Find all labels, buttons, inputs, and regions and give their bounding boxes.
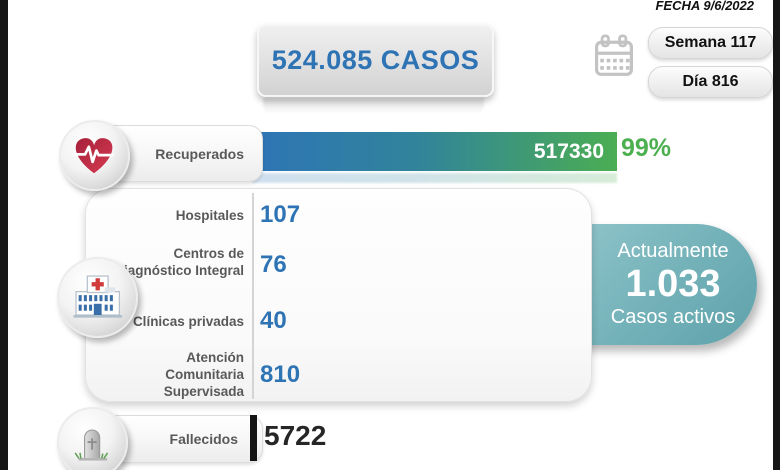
recovered-bar: 517330 xyxy=(252,132,617,171)
date-label: FECHA 9/6/2022 xyxy=(655,0,754,13)
left-edge-bar xyxy=(0,0,8,470)
active-cases-box: Actualmente 1.033 Casos activos xyxy=(575,224,757,345)
hospital-building-icon xyxy=(57,257,138,338)
total-cases-box: 524.085 CASOS xyxy=(257,24,494,97)
facility-label-hospitales: Hospitales xyxy=(175,208,244,223)
facility-value-acs: 810 xyxy=(260,361,301,388)
facilities-divider xyxy=(252,193,254,399)
heart-ekg-icon xyxy=(59,120,130,191)
facility-value-clinicas: 40 xyxy=(260,307,287,334)
deceased-value: 5722 xyxy=(264,420,327,451)
right-edge-bar xyxy=(773,0,780,470)
deceased-label: Fallecidos xyxy=(169,431,238,447)
day-badge: Día 816 xyxy=(648,66,773,98)
week-label: Semana 117 xyxy=(664,34,757,51)
week-badge: Semana 117 xyxy=(648,27,773,59)
facility-value-cdi: 76 xyxy=(260,251,287,278)
calendar-icon xyxy=(592,34,636,84)
facilities-panel: Hospitales 107 Centros de Diagnóstico In… xyxy=(85,188,592,402)
recovered-percent: 99% xyxy=(621,134,672,162)
facility-value-hospitales: 107 xyxy=(260,201,301,228)
facility-label-acs: Atención Comunitaria Supervisada xyxy=(163,350,244,399)
deceased-bar xyxy=(250,415,257,461)
active-cases-value: 1.033 xyxy=(625,263,721,305)
recovered-value: 517330 xyxy=(533,139,604,163)
facility-label-cdi: Centros de Diagnóstico Integral xyxy=(114,246,244,278)
total-cases-reflection xyxy=(263,98,484,114)
facility-label-clinicas: Clínicas privadas xyxy=(132,314,244,329)
recovered-label: Recuperados xyxy=(155,145,244,162)
active-cases-caption-bottom: Casos activos xyxy=(610,306,736,328)
tombstone-icon xyxy=(57,407,128,470)
recovered-bar-reflection xyxy=(252,173,617,183)
total-cases-label: 524.085 CASOS xyxy=(271,45,480,75)
day-label: Día 816 xyxy=(682,73,739,90)
active-cases-caption-top: Actualmente xyxy=(617,240,729,262)
